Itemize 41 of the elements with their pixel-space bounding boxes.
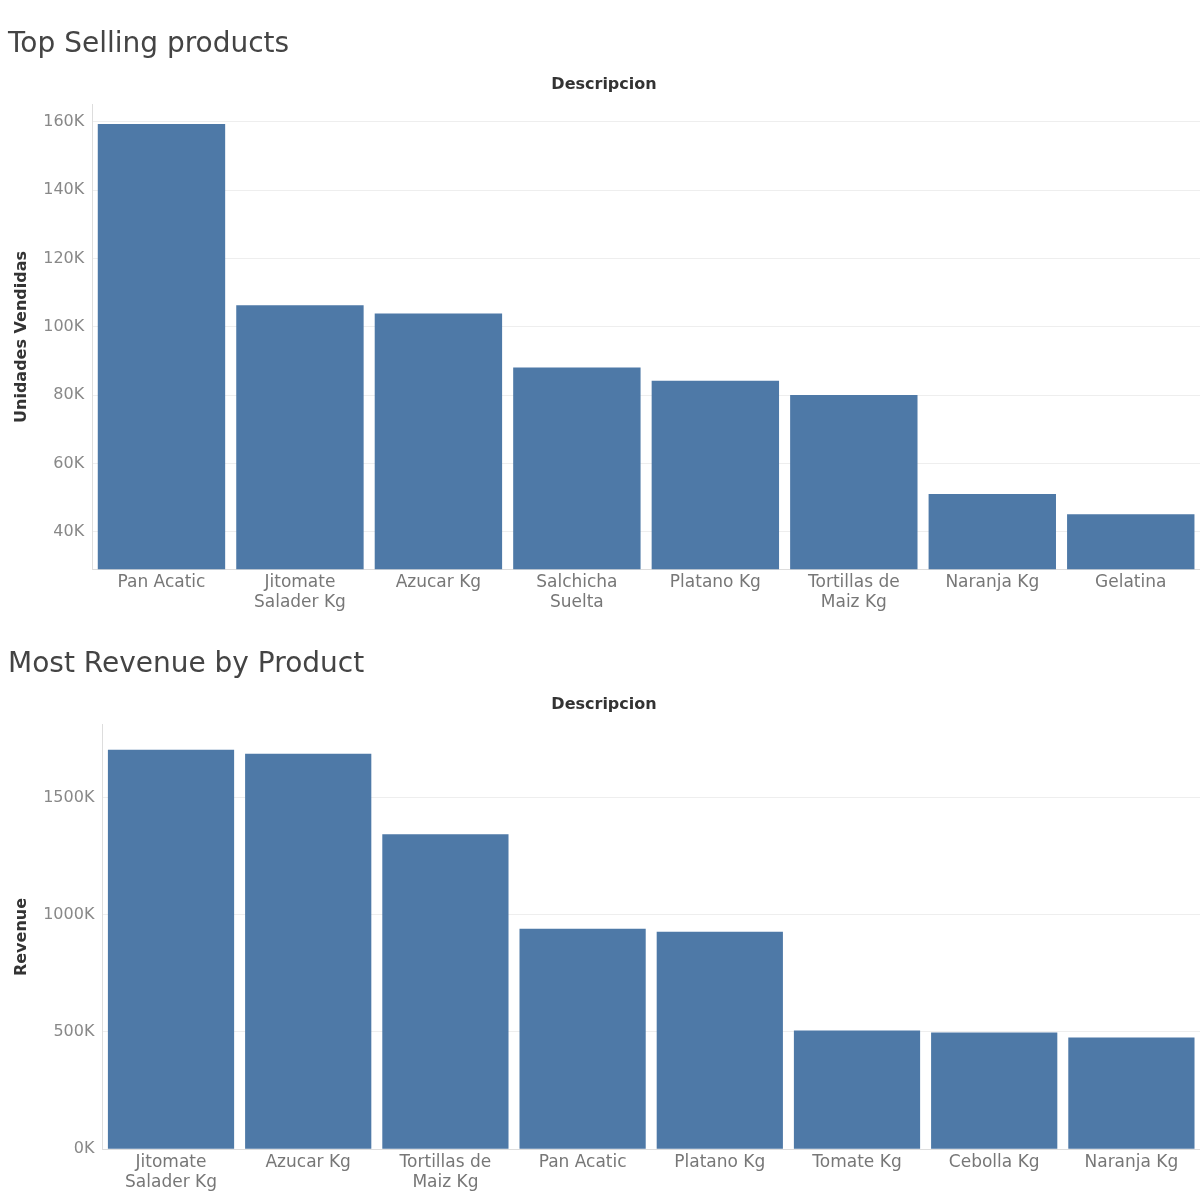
x-tick-label: Gelatina (1095, 570, 1167, 591)
x-tick-label: Jitomate Salader Kg (125, 1150, 217, 1192)
x-tick-label: Jitomate Salader Kg (253, 570, 346, 612)
bar (931, 1032, 1058, 1149)
y-tick-label: 160K (43, 111, 85, 131)
y-tick-label: 1000K (43, 903, 95, 923)
x-axis-title: Descripcion (551, 694, 657, 714)
bar (382, 834, 509, 1149)
x-tick-label: Azucar Kg (395, 570, 482, 591)
chart-title: Top Selling products (7, 26, 290, 60)
y-tick-label: 0K (73, 1138, 95, 1158)
y-tick-label: 100K (43, 315, 85, 335)
chart-title: Most Revenue by Product (8, 646, 365, 680)
x-tick-label: Pan Acatic (117, 570, 206, 591)
y-tick-label: 140K (43, 179, 85, 199)
y-tick-label: 60K (53, 452, 85, 472)
y-tick-label: 120K (43, 247, 85, 267)
x-tick-label: Pan Acatic (538, 1150, 627, 1171)
y-tick-label: 500K (53, 1021, 95, 1041)
x-tick-label: Tortillas de Maiz Kg (806, 570, 900, 612)
x-tick-label: Cebolla Kg (948, 1150, 1040, 1171)
bar (519, 928, 646, 1149)
x-tick-label: Naranja Kg (945, 570, 1040, 591)
x-tick-label: Platano Kg (674, 1150, 766, 1171)
bar (793, 1030, 921, 1149)
y-axis-title: Revenue (10, 897, 30, 977)
x-tick-label: Tomate Kg (811, 1150, 902, 1171)
x-tick-label: Platano Kg (669, 570, 761, 591)
y-tick-label: 40K (53, 520, 85, 540)
y-tick-label: 1500K (43, 786, 95, 806)
x-tick-label: Naranja Kg (1084, 1150, 1179, 1171)
bar (1068, 1037, 1195, 1149)
x-axis-title: Descripcion (551, 74, 657, 94)
bar (656, 931, 783, 1149)
x-tick-label: Azucar Kg (265, 1150, 351, 1171)
bar (245, 753, 372, 1149)
x-tick-label: Tortillas de Maiz Kg (398, 1150, 492, 1192)
bar (107, 749, 235, 1149)
x-tick-label: Salchicha Suelta (536, 570, 618, 612)
y-tick-label: 80K (53, 384, 85, 404)
y-axis-title: Unidades Vendidas (10, 251, 30, 423)
